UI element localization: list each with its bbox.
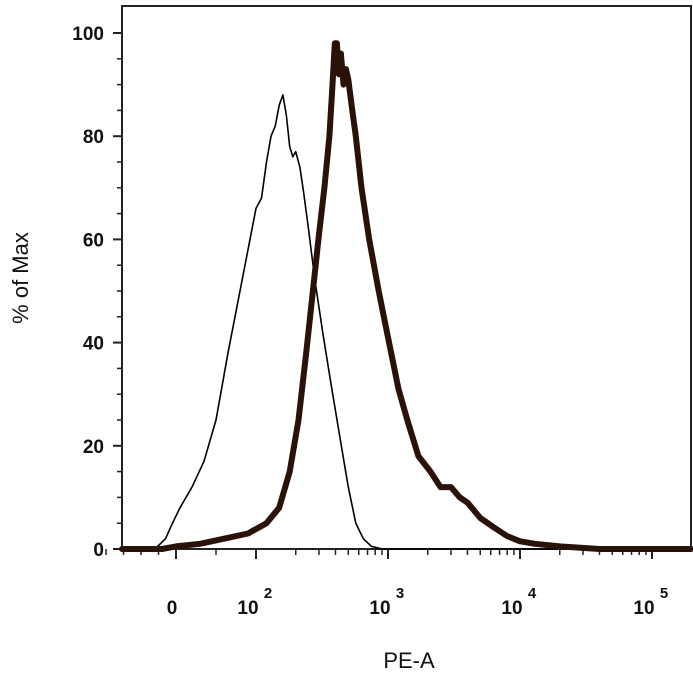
y-tick-label: 40 (83, 334, 104, 355)
y-tick-label: 20 (83, 437, 104, 458)
x-tick-label: 10 (633, 598, 654, 619)
plot-frame (121, 5, 692, 550)
y-tick-label: 80 (83, 127, 104, 148)
y-tick-label: 60 (83, 230, 104, 251)
y-tick-label: 100 (72, 24, 104, 45)
x-tick-exponent: 3 (396, 585, 404, 602)
x-tick-exponent: 5 (660, 585, 668, 602)
x-tick-exponent: 2 (264, 585, 272, 602)
y-tick-label: 0 (93, 540, 104, 561)
x-axis: 0 10 2 10 3 10 4 10 5 (105, 549, 668, 619)
y-axis: 0 20 40 60 80 100 (72, 24, 122, 561)
y-axis-title: % of Max (8, 232, 33, 324)
x-axis-title: PE-A (383, 648, 435, 673)
x-tick-label: 0 (167, 598, 178, 619)
series-layer (119, 40, 693, 552)
x-tick-label: 10 (369, 598, 390, 619)
control-histogram-line (121, 94, 692, 550)
x-tick-exponent: 4 (528, 585, 537, 602)
stained-histogram-line (119, 40, 693, 552)
x-tick-label: 10 (501, 598, 522, 619)
x-tick-label: 10 (237, 598, 258, 619)
plot-border (121, 5, 692, 550)
